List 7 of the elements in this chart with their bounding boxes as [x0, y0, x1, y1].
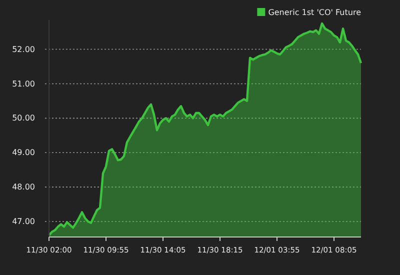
y-tick-label: 49.00: [12, 148, 35, 158]
y-tick-label: 51.00: [12, 79, 35, 88]
y-tick-label: 48.00: [12, 182, 35, 192]
y-tick-label: 47.00: [12, 217, 35, 226]
legend-label: Generic 1st 'CO' Future: [268, 8, 362, 17]
y-tick-label: 52.00: [12, 44, 35, 54]
y-tick-label: 50.00: [12, 114, 35, 123]
